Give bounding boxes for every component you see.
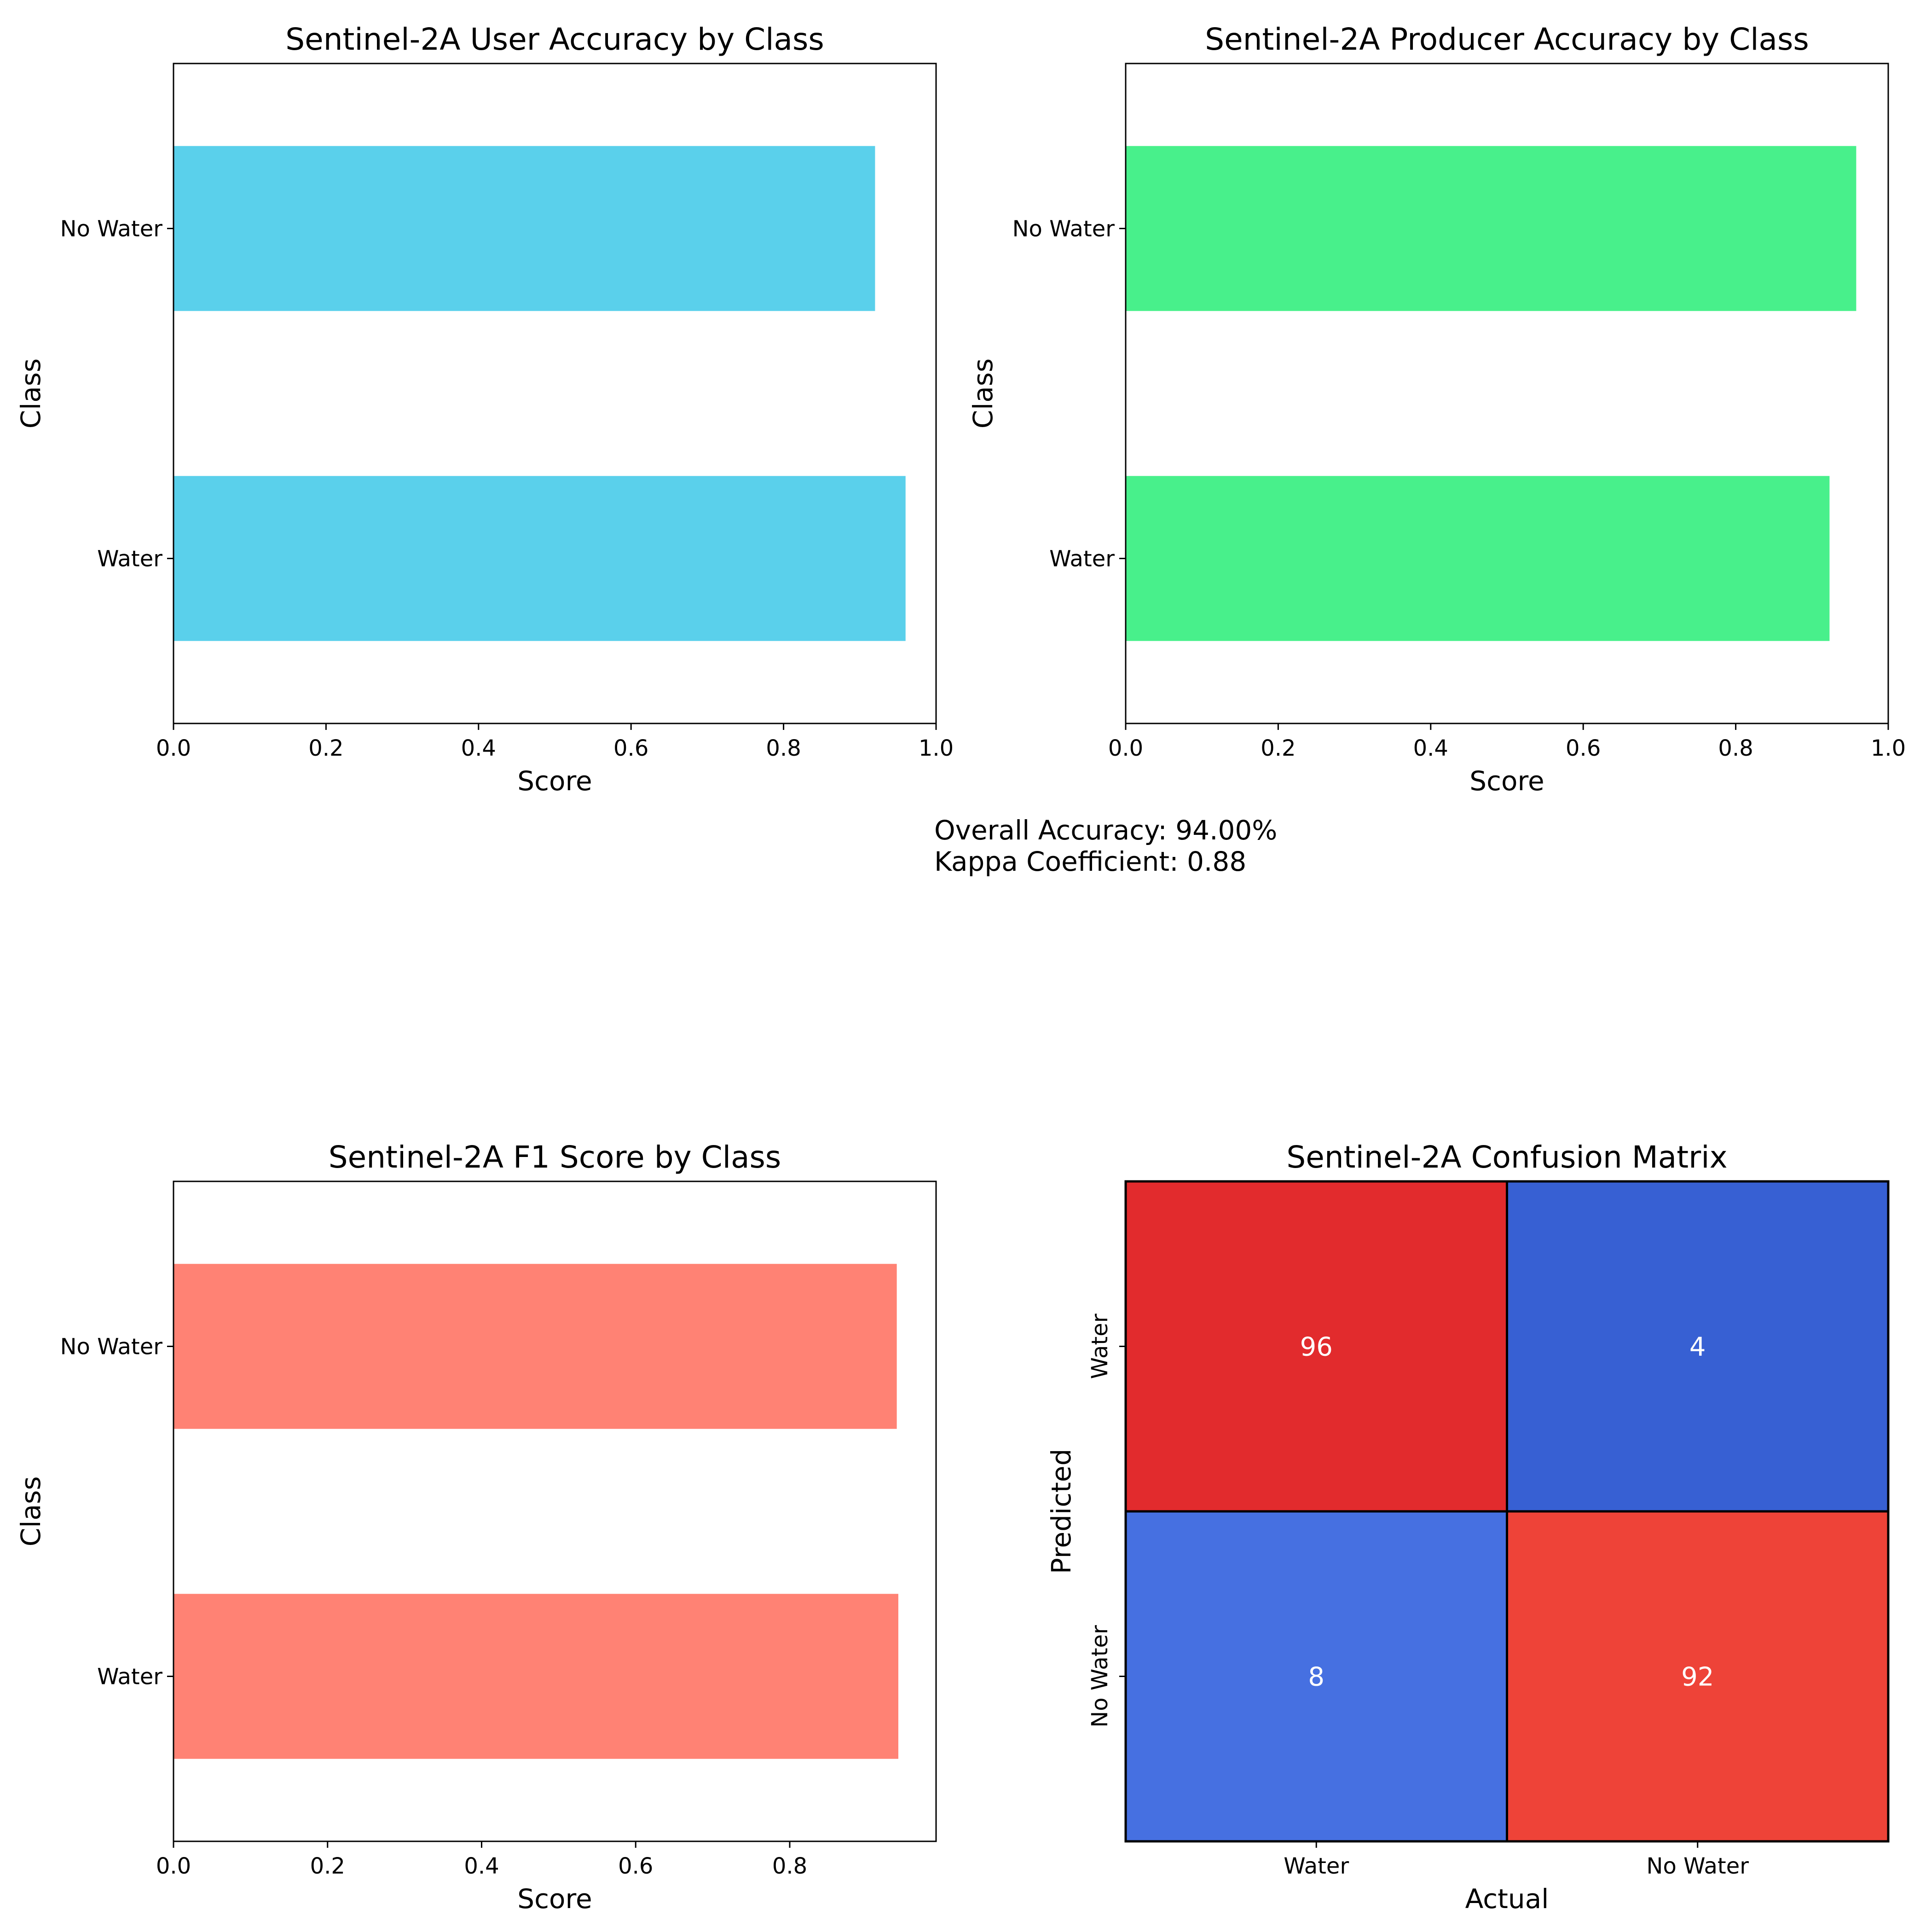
bar-no-water xyxy=(173,1264,897,1429)
x-tick-label: 0.8 xyxy=(1718,735,1753,761)
y-tick-label: No Water xyxy=(60,216,163,242)
y-tick-label: Water xyxy=(97,1664,162,1690)
x-tick-label: 0.6 xyxy=(618,1853,653,1879)
x-tick-label: 1.0 xyxy=(919,735,954,761)
bar-water xyxy=(173,1594,898,1759)
chart-title: Sentinel-2A F1 Score by Class xyxy=(329,1140,781,1175)
x-tick-label: 0.4 xyxy=(461,735,496,761)
x-axis-label: Score xyxy=(517,1883,592,1915)
x-tick-label: Water xyxy=(1284,1853,1349,1879)
matrix-cell-value: 96 xyxy=(1300,1332,1333,1362)
matrix-cell xyxy=(1506,1510,1890,1843)
bar-chart-1: Water No Water 0.0 0.2 0.4 0.6 0.8 1.0 Sentinel-… xyxy=(967,22,1906,797)
y-axis-label: Class xyxy=(967,359,999,429)
y-tick-label: Water xyxy=(1049,546,1115,572)
y-tick-label: Water xyxy=(1087,1313,1113,1379)
x-tick-label: 0.4 xyxy=(1413,735,1448,761)
bar-chart-0: Water No Water 0.0 0.2 0.4 0.6 0.8 1.0 Sentinel-… xyxy=(15,22,954,797)
bar-water xyxy=(173,476,906,641)
x-tick-label: 0.0 xyxy=(156,1853,191,1879)
matrix-cell-value: 92 xyxy=(1681,1662,1714,1692)
axes-frame xyxy=(1125,63,1889,724)
x-tick-label: 0.2 xyxy=(1261,735,1295,761)
x-tick-label: 0.8 xyxy=(772,1853,807,1879)
y-tick-label: No Water xyxy=(60,1334,163,1360)
y-axis-label: Class xyxy=(15,359,46,429)
x-tick-label: 0.2 xyxy=(308,735,343,761)
axes-frame xyxy=(173,1180,937,1842)
x-tick-label: 0.0 xyxy=(1108,735,1143,761)
chart-title: Sentinel-2A User Accuracy by Class xyxy=(285,22,824,57)
bar-no-water xyxy=(173,146,875,311)
y-tick-label: Water xyxy=(97,546,162,572)
y-tick-label: No Water xyxy=(1087,1625,1113,1728)
x-tick-label: 0.0 xyxy=(156,735,191,761)
y-tick-label: No Water xyxy=(1012,216,1115,242)
chart-title: Sentinel-2A Confusion Matrix xyxy=(1286,1140,1727,1175)
y-axis-label: Predicted xyxy=(1046,1449,1077,1574)
x-tick-label: 0.6 xyxy=(613,735,648,761)
x-tick-label: 0.2 xyxy=(310,1853,345,1879)
x-tick-label: 0.8 xyxy=(766,735,801,761)
accuracy-summary: Overall Accuracy: 94.00% Kappa Coefficie… xyxy=(934,815,1277,877)
x-axis-label: Actual xyxy=(1465,1883,1549,1915)
x-tick-label: 0.6 xyxy=(1566,735,1601,761)
matrix-cell-value: 4 xyxy=(1689,1332,1706,1362)
bar-water xyxy=(1126,476,1830,641)
x-axis-label: Score xyxy=(1469,765,1544,797)
x-tick-label: No Water xyxy=(1647,1853,1749,1879)
chart-title: Sentinel-2A Producer Accuracy by Class xyxy=(1205,22,1809,57)
x-tick-label: 0.4 xyxy=(464,1853,499,1879)
confusion-matrix-3: 96 4 8 92 Water No Water Water No Water Sentinel… xyxy=(1046,1140,1890,1915)
x-tick-label: 1.0 xyxy=(1871,735,1906,761)
bar-chart-2: Water No Water 0.0 0.2 0.4 0.6 0.8 Sentinel-2A … xyxy=(15,1140,937,1915)
x-axis-label: Score xyxy=(517,765,592,797)
bar-no-water xyxy=(1126,146,1856,311)
y-axis-label: Class xyxy=(15,1476,46,1547)
overall-accuracy-text: Overall Accuracy: 94.00% xyxy=(934,815,1278,846)
matrix-cell-value: 8 xyxy=(1308,1662,1324,1692)
matrix-frame xyxy=(1125,1180,1889,1842)
kappa-coefficient-text: Kappa Coefficient: 0.88 xyxy=(934,846,1247,877)
matrix-cell xyxy=(1506,1180,1890,1513)
axes-frame xyxy=(173,63,937,724)
